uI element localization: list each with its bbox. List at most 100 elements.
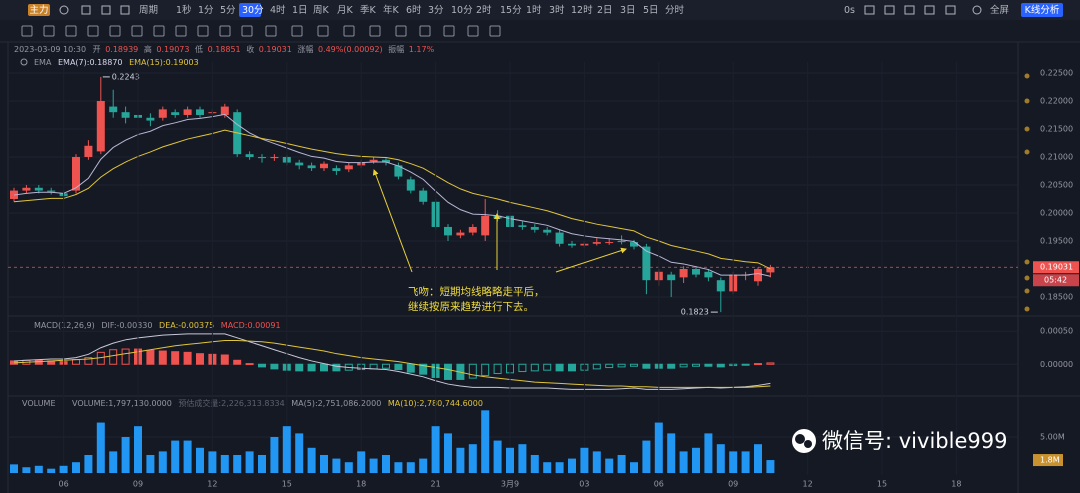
period[interactable]: 周K — [313, 5, 330, 16]
period[interactable]: 3日 — [620, 5, 636, 16]
price-tag-label: 0.19031 — [1040, 263, 1073, 272]
tag[interactable]: 主力 — [29, 4, 48, 16]
icon[interactable] — [945, 5, 956, 15]
volume-bar — [568, 458, 576, 473]
period[interactable]: 季K — [360, 4, 377, 16]
macd-bar — [320, 363, 328, 372]
period[interactable]: 15分 — [500, 5, 522, 16]
volume-bar — [220, 454, 229, 473]
timer: 0s — [844, 5, 855, 16]
icon[interactable] — [120, 5, 130, 15]
volume-bar — [109, 451, 118, 473]
candle-body — [456, 232, 465, 236]
collapse-icon[interactable] — [20, 58, 28, 66]
macd-bar — [233, 359, 242, 365]
period[interactable]: 1时 — [526, 4, 542, 16]
tool-icon[interactable] — [467, 25, 479, 37]
period[interactable]: 3分 — [428, 5, 444, 16]
tool-icon[interactable] — [489, 25, 501, 37]
ema-legend: EMA EMA(7):0.18870 EMA(15):0.19003 — [34, 58, 199, 67]
tool-icon[interactable] — [43, 25, 55, 37]
macd-bar — [493, 363, 502, 374]
fullscreen[interactable]: 全屏 — [990, 4, 1009, 16]
period[interactable]: 1秒 — [176, 4, 192, 16]
macd-bar — [295, 363, 304, 372]
icon[interactable] — [924, 5, 935, 15]
tool-icon[interactable] — [65, 25, 77, 37]
amplitude-value: 1.17% — [409, 45, 435, 54]
analysis-button[interactable] — [1021, 3, 1063, 17]
tool-icon[interactable] — [369, 25, 381, 37]
tool-icon[interactable] — [395, 25, 407, 37]
macd-bar — [530, 363, 539, 372]
legend-entry: DIF:-0.00330 — [101, 321, 152, 330]
tool-icon[interactable] — [291, 25, 303, 37]
macd-bar — [592, 363, 601, 370]
tool-icon[interactable] — [265, 25, 277, 37]
macd-bar — [468, 363, 477, 379]
period[interactable]: 分时 — [665, 4, 685, 16]
tool-icon[interactable] — [343, 25, 355, 37]
macd-legend: MACD(12,26,9) DIF:-0.00330 DEA:-0.00375 … — [34, 321, 281, 330]
volume-bar — [766, 460, 775, 473]
period[interactable]: 2时 — [476, 4, 492, 16]
icon[interactable] — [59, 5, 69, 15]
y-tick-label: 0.18500 — [1040, 292, 1073, 301]
x-tick-label: 06 — [654, 480, 664, 489]
macd-bar — [704, 363, 713, 367]
annotation-arrow — [555, 247, 627, 273]
tool-icon[interactable] — [443, 25, 455, 37]
period[interactable]: 4时 — [270, 4, 286, 16]
icon[interactable] — [101, 5, 111, 15]
macd-bar — [146, 349, 155, 365]
tool-icon[interactable] — [419, 25, 431, 37]
tool-icon[interactable] — [87, 25, 99, 37]
tag-box[interactable] — [28, 4, 50, 16]
candle-body — [382, 159, 390, 163]
icon[interactable] — [81, 5, 91, 15]
period-label[interactable]: 周期 — [139, 5, 158, 16]
period[interactable]: 5分 — [220, 5, 236, 16]
macd-bar — [158, 350, 167, 365]
period[interactable]: 2日 — [597, 5, 613, 16]
tool-icon[interactable] — [317, 25, 329, 37]
period[interactable]: 1分 — [198, 5, 214, 16]
icon[interactable] — [884, 5, 895, 15]
macd-bar — [419, 363, 428, 375]
period[interactable]: 1日 — [292, 5, 308, 16]
icon[interactable] — [904, 5, 915, 15]
macd-bar — [555, 363, 564, 372]
candle-body — [692, 268, 700, 275]
countdown-tag — [1033, 274, 1079, 287]
icon[interactable] — [864, 5, 875, 15]
candle-body — [258, 156, 266, 159]
dot — [1024, 149, 1030, 155]
analysis-label[interactable]: K线分析 — [1025, 4, 1060, 16]
macd-bar — [766, 362, 775, 365]
macd-bar — [183, 351, 192, 365]
period-active[interactable] — [239, 3, 261, 17]
period[interactable]: 30分 — [242, 5, 264, 16]
period[interactable]: 月K — [337, 5, 354, 16]
tool-icon[interactable] — [219, 25, 231, 37]
tool-icon[interactable] — [175, 25, 187, 37]
tool-icon[interactable] — [131, 25, 143, 37]
period[interactable]: 6时 — [406, 4, 422, 16]
period[interactable]: 10分 — [451, 5, 473, 16]
dot — [1024, 259, 1030, 265]
period[interactable]: 12时 — [571, 4, 593, 16]
period[interactable]: 5日 — [643, 5, 659, 16]
volume-bar — [183, 440, 192, 473]
candle-body — [84, 145, 93, 157]
tool-icon[interactable] — [197, 25, 209, 37]
tool-icon[interactable] — [241, 25, 253, 37]
period[interactable]: 3时 — [549, 4, 565, 16]
candle-body — [419, 190, 428, 202]
icon[interactable] — [972, 5, 982, 15]
tool-icon[interactable] — [21, 25, 33, 37]
volume-bar — [493, 440, 502, 473]
tool-icon[interactable] — [153, 25, 165, 37]
period[interactable]: 年K — [383, 4, 400, 16]
tool-icon[interactable] — [109, 25, 121, 37]
datetime: 2023-03-09 10:30 — [14, 45, 86, 54]
